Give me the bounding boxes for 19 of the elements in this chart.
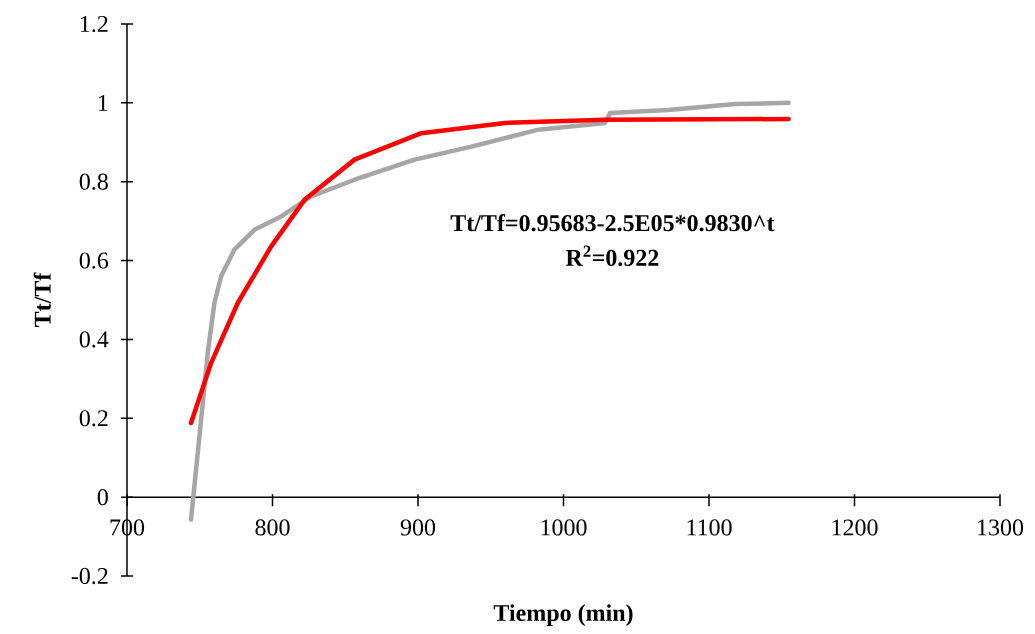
x-tick-label: 800 (255, 519, 290, 536)
y-tick-label: 0.6 (79, 252, 109, 269)
x-tick-label: 1200 (832, 519, 878, 536)
y-tick-label: 1.2 (80, 15, 108, 33)
x-tick-label: 1100 (687, 519, 732, 536)
x-tick-label: 900 (400, 519, 436, 536)
y-tick-label: 0 (97, 489, 108, 506)
x-axis-title: Tiempo (min) (493, 604, 633, 626)
x-tick-label: 1000 (541, 519, 587, 536)
y-axis-title: Tt/Tf (33, 272, 51, 327)
annotation: R$^{2}$=0.922 (565, 245, 659, 267)
y-tick-label: 0.4 (79, 331, 109, 348)
y-tick-label: 0.8 (79, 173, 108, 190)
y-tick-label: 0.2 (79, 410, 108, 427)
annotation: Tt/Tf=0.95683-2.5E05*0.9830^t (450, 214, 775, 232)
y-tick-label: -0.2 (71, 567, 108, 585)
x-tick-label: 1300 (978, 519, 1024, 536)
y-tick-label: 1 (98, 94, 108, 111)
line-series (188, 116, 791, 426)
